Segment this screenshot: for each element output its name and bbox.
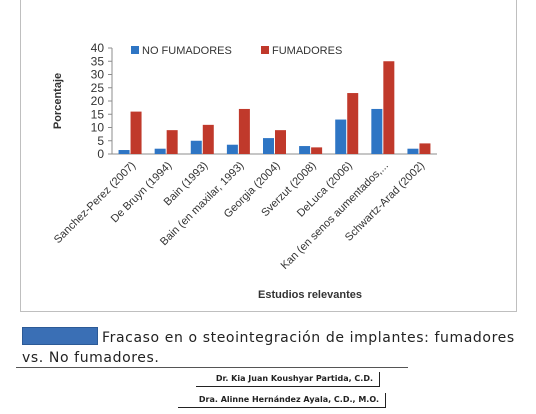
- separator-line: [16, 367, 408, 368]
- bar-fumadores: [419, 143, 431, 154]
- figure-frame-right: [516, 0, 517, 312]
- figure-caption: Fracaso en o steointegración de implante…: [22, 327, 518, 368]
- y-tick-label: 35: [91, 54, 105, 68]
- x-axis-title: Estudios relevantes: [258, 289, 362, 301]
- legend-label-fumadores: FUMADORES: [272, 45, 342, 57]
- legend-label-no-fumadores: NO FUMADORES: [142, 45, 232, 57]
- bar-fumadores: [383, 61, 395, 154]
- bar-no-fumadores: [299, 146, 311, 154]
- author-credit-2: Dra. Alinne Hernández Ayala, C.D., M.O.: [178, 393, 386, 408]
- bar-no-fumadores: [154, 148, 166, 154]
- y-tick-label: 25: [91, 81, 105, 95]
- y-tick-label: 0: [97, 147, 104, 161]
- bar-fumadores: [311, 147, 323, 154]
- y-tick-label: 20: [91, 94, 105, 108]
- bar-no-fumadores: [263, 138, 274, 154]
- bar-no-fumadores: [335, 119, 347, 154]
- bar-fumadores: [238, 108, 250, 154]
- legend-swatch-fumadores: [261, 46, 269, 54]
- bar-no-fumadores: [118, 150, 130, 154]
- y-tick-label: 40: [91, 41, 105, 55]
- y-tick-label: 15: [91, 107, 105, 121]
- y-tick-label: 30: [91, 68, 105, 82]
- bar-no-fumadores: [226, 144, 238, 154]
- y-tick-label: 10: [91, 121, 105, 135]
- author-credit-1: Dr. Kia Juan Koushyar Partida, C.D.: [196, 372, 380, 387]
- bar-fumadores: [202, 124, 214, 154]
- legend-swatch-no-fumadores: [131, 46, 139, 54]
- x-axis-labels: Sanchez-Perez (2007)De Bruyn (1994)Bain …: [52, 160, 427, 272]
- bar-fumadores: [130, 111, 142, 154]
- caption-text: Fracaso en o steointegración de implante…: [22, 330, 515, 366]
- y-tick-label: 5: [97, 134, 104, 148]
- figure-frame-bottom: [20, 311, 517, 312]
- bar-no-fumadores: [407, 148, 419, 154]
- y-axis-title: Porcentaje: [52, 73, 64, 129]
- caption-marker: [22, 327, 98, 345]
- figure-frame-left: [20, 0, 21, 312]
- bar-no-fumadores: [371, 108, 383, 154]
- bar-series: [118, 61, 431, 154]
- bar-no-fumadores: [190, 140, 202, 154]
- bar-fumadores: [275, 130, 286, 154]
- bar-fumadores: [166, 130, 178, 154]
- bar-fumadores: [347, 93, 359, 154]
- chart-legend: NO FUMADORES FUMADORES: [131, 45, 342, 57]
